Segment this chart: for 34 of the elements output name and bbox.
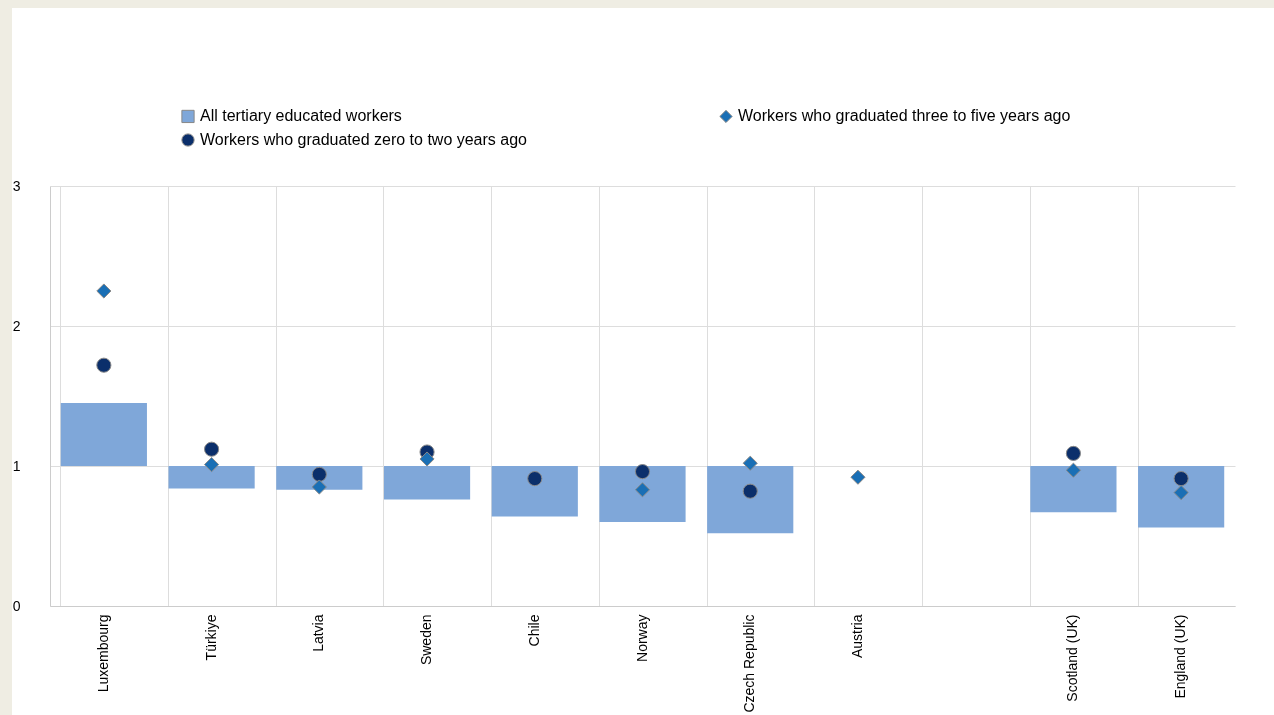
point bbox=[634, 464, 651, 480]
x-tick-label: Latvia bbox=[310, 614, 327, 652]
y-tick-label: 0 bbox=[12, 597, 21, 614]
x-tick-label: England (UK) bbox=[1172, 614, 1189, 699]
x-tick-label: Austria bbox=[848, 614, 865, 659]
point bbox=[850, 469, 866, 485]
point bbox=[204, 457, 220, 473]
x-tick-label: Norway bbox=[633, 614, 650, 662]
point bbox=[1173, 471, 1189, 487]
point bbox=[1065, 462, 1081, 478]
x-tick-label: Czech Republic bbox=[741, 614, 758, 713]
legend-label: Workers who graduated three to five years ago bbox=[738, 107, 1071, 125]
point bbox=[742, 483, 758, 499]
y-tick-label: 1 bbox=[12, 457, 21, 474]
x-tick-label: Sweden bbox=[418, 614, 435, 666]
y-tick-label: 3 bbox=[12, 177, 21, 194]
point bbox=[96, 283, 112, 299]
point bbox=[527, 471, 543, 487]
point bbox=[1173, 485, 1189, 501]
point bbox=[742, 455, 758, 471]
x-tick-label: Luxembourg bbox=[94, 614, 111, 693]
y-tick-label: 2 bbox=[12, 317, 21, 334]
point bbox=[204, 441, 220, 457]
point bbox=[311, 466, 327, 482]
legend-label: All tertiary educated workers bbox=[200, 107, 402, 125]
point bbox=[634, 482, 651, 498]
x-tick-label: Scotland (UK) bbox=[1064, 614, 1081, 702]
legend-label: Workers who graduated zero to two years ago bbox=[200, 131, 528, 148]
x-tick-label: Türkiye bbox=[202, 614, 219, 661]
point bbox=[311, 479, 327, 495]
point bbox=[419, 451, 435, 467]
x-tick-label: Chile bbox=[525, 614, 542, 647]
point bbox=[1065, 445, 1081, 461]
point bbox=[96, 357, 112, 373]
